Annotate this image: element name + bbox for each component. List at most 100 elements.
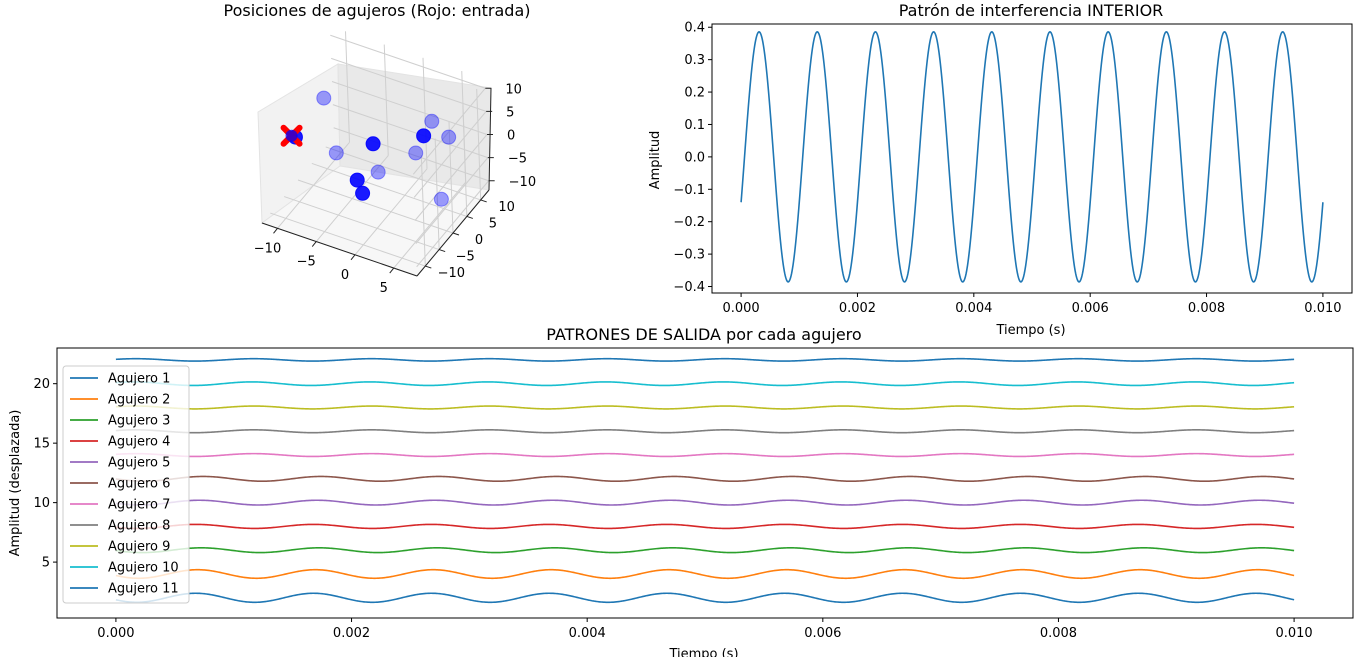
z-axis-line	[488, 87, 492, 191]
interior-ytick-label: 0.1	[684, 118, 705, 133]
legend-entry: Agujero 8	[108, 519, 170, 534]
x3d-tick	[350, 254, 356, 261]
grid-3d	[270, 31, 490, 269]
legend-entry: Agujero 4	[108, 435, 170, 450]
y3d-tick	[452, 232, 460, 236]
legend-entry: Agujero 6	[108, 477, 170, 492]
salida-ytick-label: 15	[33, 437, 50, 452]
entry-hole-point	[285, 129, 298, 142]
x-axis-line	[261, 222, 418, 277]
y3d-tick	[438, 249, 446, 253]
salida-series-11	[115, 357, 1295, 362]
salida-series-9	[115, 405, 1295, 410]
grid-left-z	[333, 127, 489, 182]
interior-xtick-label: 0.000	[722, 301, 759, 316]
grid-back-z	[414, 134, 488, 221]
salida-series-7	[115, 452, 1295, 458]
interior-xtick-label: 0.002	[839, 301, 876, 316]
hole-point	[370, 164, 386, 180]
hole-point	[416, 128, 432, 144]
salida-xtick-label: 0.006	[804, 626, 841, 641]
salida-ylabel: Amplitud (desplazada)	[8, 410, 23, 557]
grid-back-z	[415, 157, 489, 244]
legend-box	[62, 365, 190, 604]
interior-xtick-label: 0.010	[1304, 301, 1341, 316]
salida-series-1	[115, 592, 1295, 604]
legend-entry: Agujero 5	[108, 456, 170, 471]
salida-chart: PATRONES DE SALIDA por cada agujero 0.00…	[8, 325, 1354, 657]
grid-floor-y	[297, 179, 454, 234]
salida-xtick-label: 0.010	[1275, 626, 1312, 641]
interior-chart: Patrón de interferencia INTERIOR 0.000 0.…	[648, 1, 1353, 338]
y3d-tick-label: −5	[456, 250, 475, 265]
salida-series-2	[115, 568, 1295, 580]
interior-xtick-label: 0.004	[955, 301, 992, 316]
salida-legend: Agujero 1 Agujero 2 Agujero 3 Agujero 4 Aguj…	[62, 365, 190, 604]
interior-xlabel: Tiempo (s)	[995, 323, 1065, 338]
y3d-tick	[480, 199, 487, 203]
interior-ylabel: Amplitud	[648, 131, 663, 190]
interior-ytick-label: −0.1	[673, 183, 705, 198]
interior-ticks: 0.000 0.002 0.004 0.006 0.008 0.010 −0.4 −0.3 −0…	[673, 21, 1341, 316]
salida-ticks: 0.000 0.002 0.004 0.006 0.008 0.010 5 10 15 20	[33, 377, 1312, 641]
holes-3d-title: Posiciones de agujeros (Rojo: entrada)	[224, 1, 531, 20]
hole-point	[316, 90, 332, 106]
interior-xtick-label: 0.008	[1188, 301, 1225, 316]
hole-point	[424, 113, 440, 129]
interior-ytick-label: 0.2	[684, 86, 705, 101]
grid-left-z	[332, 104, 488, 159]
salida-series-4	[115, 523, 1295, 530]
salida-title: PATRONES DE SALIDA por cada agujero	[546, 325, 861, 344]
hole-point	[355, 185, 371, 201]
salida-ytick-label: 10	[33, 496, 50, 511]
grid-back-z	[416, 180, 490, 268]
interior-title: Patrón de interferencia INTERIOR	[899, 1, 1164, 20]
salida-series-10	[115, 381, 1295, 387]
z3d-tick-label: −10	[509, 175, 536, 190]
x3d-tick-label: 0	[341, 268, 349, 283]
y3d-tick	[466, 215, 474, 219]
interior-ytick-label: −0.2	[673, 215, 705, 230]
salida-xlabel: Tiempo (s)	[668, 647, 738, 657]
salida-xtick-label: 0.002	[333, 626, 370, 641]
grid-left-z	[331, 57, 487, 112]
grid-floor-y	[325, 146, 481, 201]
salida-frame	[56, 347, 1354, 619]
x3d-tick-label: −5	[297, 255, 316, 270]
legend-entry: Agujero 9	[108, 540, 170, 555]
grid-left-z	[330, 34, 486, 89]
salida-xtick-label: 0.000	[97, 626, 134, 641]
grid-back-z	[412, 87, 486, 175]
interior-ytick-label: 0.0	[684, 150, 705, 165]
y3d-tick-label: −10	[438, 266, 465, 281]
x3d-tick	[389, 267, 395, 274]
z3d-tick-label: −5	[508, 152, 527, 167]
legend-entry: Agujero 11	[108, 582, 179, 597]
y3d-tick	[425, 265, 432, 269]
salida-xtick-label: 0.004	[569, 626, 606, 641]
grid-left-z	[331, 81, 488, 135]
interior-series-line	[740, 31, 1324, 283]
hole-point	[365, 136, 381, 152]
salida-ytick-label: 5	[42, 556, 50, 571]
legend-entry: Agujero 2	[108, 393, 170, 408]
x3d-tick-label: 5	[380, 281, 388, 296]
interior-ytick-label: 0.4	[684, 21, 705, 36]
salida-xtick-label: 0.008	[1040, 626, 1077, 641]
grid-floor-y	[311, 162, 468, 217]
legend-entry: Agujero 10	[108, 561, 179, 576]
holes-3d-plot: Posiciones de agujeros (Rojo: entrada) −…	[224, 1, 537, 296]
legend-entry: Agujero 3	[108, 414, 170, 429]
hole-point	[408, 145, 424, 161]
z3d-tick-label: 10	[505, 82, 522, 97]
hole-point	[349, 172, 365, 188]
legend-entry: Agujero 7	[108, 498, 170, 513]
salida-series-lines	[115, 357, 1295, 604]
hole-point	[441, 129, 457, 145]
grid-back-z	[413, 111, 487, 198]
interior-ytick-label: −0.3	[673, 248, 705, 263]
salida-series-5	[115, 499, 1295, 506]
x3d-tick	[273, 227, 278, 234]
